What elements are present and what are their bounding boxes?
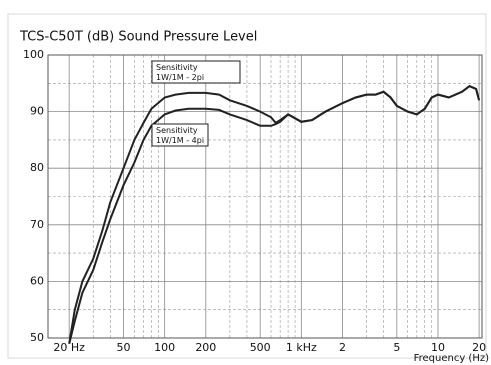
- y-tick-label: 90: [30, 105, 44, 118]
- x-tick-label: 20: [472, 341, 486, 354]
- y-tick-label: 80: [30, 161, 44, 174]
- x-tick-label: 500: [250, 341, 271, 354]
- plot-border: [47, 54, 483, 339]
- annotation-box: [151, 60, 241, 84]
- y-tick-label: 50: [30, 331, 44, 344]
- y-tick-label: 60: [30, 274, 44, 287]
- y-tick-label: 100: [23, 48, 44, 61]
- x-tick-label: 5: [393, 341, 400, 354]
- x-tick-label: 100: [154, 341, 175, 354]
- annotation: Sensitivity 1W/1M - 2pi: [156, 63, 204, 82]
- x-tick-label: 50: [117, 341, 131, 354]
- x-tick-label: 1 kHz: [286, 341, 317, 354]
- y-tick-label: 70: [30, 218, 44, 231]
- series-line: [68, 84, 481, 344]
- x-axis-label: Frequency (Hz): [414, 353, 490, 364]
- annotation: Sensitivity 1W/1M - 4pi: [156, 126, 204, 145]
- chart-title: TCS-C50T (dB) Sound Pressure Level: [19, 30, 257, 45]
- x-tick-label: 20 Hz: [53, 341, 85, 354]
- x-tick-label: 10: [431, 341, 445, 354]
- x-tick-label: 200: [195, 341, 216, 354]
- x-tick-label: 2: [339, 341, 346, 354]
- annotation-box: [151, 123, 209, 147]
